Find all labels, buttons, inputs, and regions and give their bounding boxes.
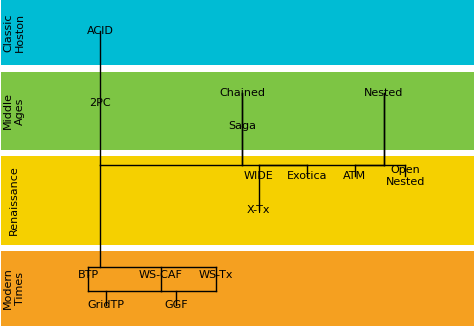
Text: Middle
Ages: Middle Ages (3, 92, 25, 129)
Text: ACID: ACID (87, 26, 113, 36)
Text: WIDE: WIDE (244, 171, 273, 181)
Text: WS-CAF: WS-CAF (138, 271, 182, 280)
Text: GridTP: GridTP (87, 300, 124, 310)
Text: Nested: Nested (365, 88, 404, 98)
Text: Modern
Times: Modern Times (3, 268, 25, 309)
Text: Chained: Chained (219, 88, 265, 98)
Text: X-Tx: X-Tx (247, 205, 270, 215)
Text: Exotica: Exotica (287, 171, 328, 181)
Text: GGF: GGF (164, 300, 188, 310)
Bar (0, 251, 474, 326)
Bar (0, 0, 474, 65)
Bar (0, 72, 474, 150)
Text: BTP: BTP (78, 271, 99, 280)
Text: Saga: Saga (228, 121, 256, 130)
Text: Classic
Hoston: Classic Hoston (3, 13, 25, 52)
Text: ATM: ATM (343, 171, 366, 181)
Text: 2PC: 2PC (89, 98, 111, 108)
Text: WS-Tx: WS-Tx (199, 271, 233, 280)
Bar (0, 156, 474, 244)
Text: Open
Nested: Open Nested (386, 165, 425, 187)
Text: Renaissance: Renaissance (9, 166, 19, 235)
